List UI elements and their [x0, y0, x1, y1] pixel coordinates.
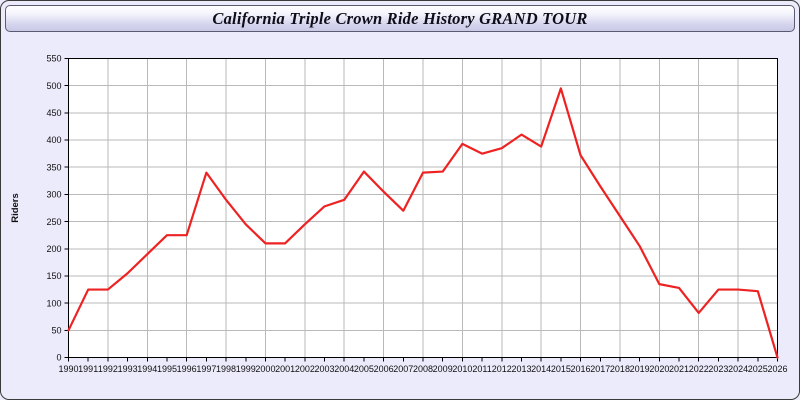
title-bar: California Triple Crown Ride History GRA… [5, 5, 795, 32]
x-axis-tick-label: 2015 [551, 364, 571, 374]
x-axis-tick-labels: 1990 1991 1992 1993 1994 1995 1996 1997 1998 1999… [58, 364, 787, 374]
x-axis-tick-label: 2009 [433, 364, 453, 374]
x-axis-tick-label: 2011 [472, 364, 491, 374]
x-axis-tick-label: 2016 [571, 364, 591, 374]
x-axis-tick-label: 2006 [374, 364, 394, 374]
x-axis-tick-label: 1995 [157, 364, 177, 374]
x-axis-tick-label: 2013 [511, 364, 531, 374]
x-axis-tick-label: 2004 [334, 364, 354, 374]
x-axis-tick-label: 1992 [98, 364, 118, 374]
y-axis-tick-labels: 0 50 100 150 200 250 300 350 400 450 500 550 [46, 54, 61, 363]
x-axis-tick-label: 2003 [315, 364, 335, 374]
x-axis-tick-label: 1997 [196, 364, 216, 374]
riders-line [67, 87, 779, 359]
x-axis-tick-label: 1998 [216, 364, 236, 374]
y-axis-tick-label: 450 [46, 108, 61, 118]
x-axis-tick-label: 2025 [748, 364, 768, 374]
x-axis-tick-label: 1999 [236, 364, 256, 374]
x-axis-tick-label: 1996 [177, 364, 197, 374]
x-axis-tick-label: 2022 [689, 364, 709, 374]
y-axis-tick-label: 400 [46, 135, 61, 145]
data-series-riders [67, 87, 779, 359]
y-axis-tick-label: 50 [51, 326, 61, 336]
x-axis-tick-label: 2008 [413, 364, 433, 374]
x-axis-tick-label: 1990 [58, 364, 78, 374]
y-axis-tick-label: 150 [46, 271, 61, 281]
y-axis-ticks [64, 58, 69, 358]
x-axis-tick-label: 2007 [393, 364, 413, 374]
x-axis-tick-label: 2018 [610, 364, 630, 374]
page-title: California Triple Crown Ride History GRA… [212, 8, 588, 28]
y-axis-tick-label: 0 [56, 353, 61, 363]
x-axis-tick-label: 2001 [275, 364, 295, 374]
y-axis-tick-label: 100 [46, 298, 61, 308]
x-axis-tick-label: 2000 [255, 364, 275, 374]
x-axis-tick-label: 2024 [728, 364, 748, 374]
y-axis-tick-label: 550 [46, 54, 61, 64]
x-axis-tick-label: 2021 [669, 364, 689, 374]
y-axis-tick-label: 350 [46, 162, 61, 172]
y-axis-tick-label: 500 [46, 81, 61, 91]
x-axis-tick-label: 2017 [590, 364, 610, 374]
axis-lines [67, 57, 779, 359]
y-axis-tick-label: 200 [46, 244, 61, 254]
x-axis-tick-label: 2012 [492, 364, 512, 374]
x-axis-tick-label: 1994 [137, 364, 157, 374]
x-axis-tick-label: 2023 [708, 364, 728, 374]
x-axis-tick-label: 1991 [78, 364, 98, 374]
x-axis-tick-label: 2010 [452, 364, 472, 374]
y-axis-tick-label: 300 [46, 190, 61, 200]
x-axis-tick-label: 1993 [118, 364, 138, 374]
x-axis-tick-label: 2019 [630, 364, 650, 374]
x-axis-tick-label: 2026 [767, 364, 787, 374]
y-axis-tick-label: 250 [46, 217, 61, 227]
x-axis-tick-label: 2014 [531, 364, 551, 374]
y-axis-title: Riders [10, 193, 21, 223]
y-axis-title-label: Riders [10, 193, 21, 223]
x-axis-ticks [68, 357, 778, 362]
x-axis-tick-label: 2002 [295, 364, 315, 374]
x-axis-tick-label: 2005 [354, 364, 374, 374]
gridlines [68, 58, 778, 358]
x-axis-tick-label: 2020 [649, 364, 669, 374]
